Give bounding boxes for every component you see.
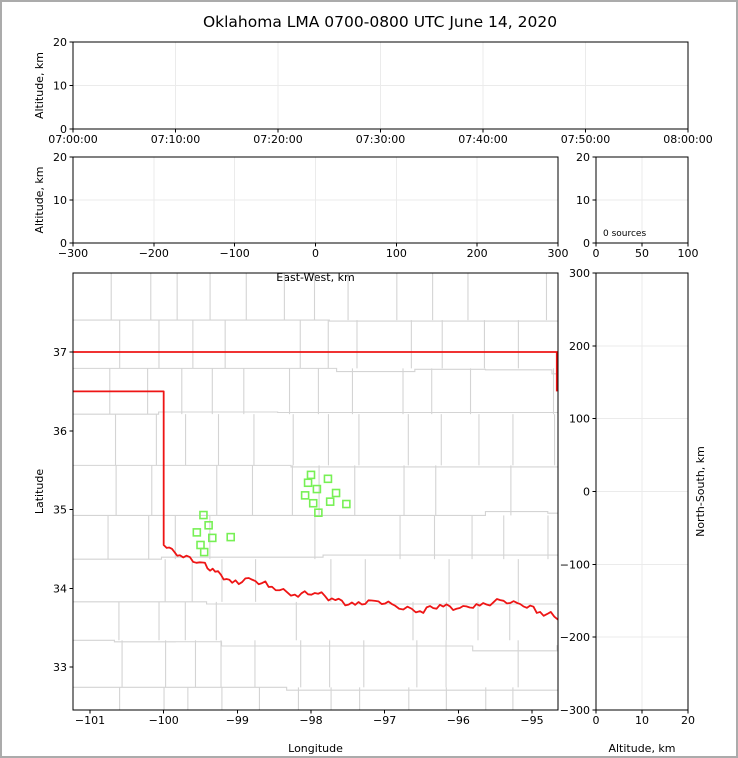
lma-source-marker (300, 491, 310, 500)
county-border-line (73, 410, 558, 415)
x-tick-label: −200 (139, 247, 169, 260)
panel-plan-view: −101 −100 −99 −98 −97 −96 −95 33 34 35 36 37 Longitu… (33, 272, 559, 755)
axes-spine (72, 272, 559, 711)
lma-source-marker (323, 474, 333, 484)
lma-source-marker (199, 547, 209, 557)
y-tick-label: 20 (576, 151, 590, 164)
x-tick-label: 07:00:00 (48, 133, 97, 146)
x-tick-label: 07:20:00 (253, 133, 302, 146)
lma-source-marker (207, 533, 217, 543)
panel-alt-histogram: 0 50 100 0 10 20 0 sources (576, 151, 699, 260)
x-tick-label: 07:10:00 (151, 133, 200, 146)
y-tick-label: −200 (560, 631, 590, 644)
panel-ns-vs-alt: 0 10 20 −300 −200 −100 0 100 200 300 Altitude, km N… (560, 267, 707, 755)
x-axis-label: East-West, km (276, 271, 354, 284)
county-border-line (73, 601, 558, 605)
x-tick-label: −96 (447, 714, 470, 727)
x-tick-label: 100 (386, 247, 407, 260)
lma-source-marker (331, 488, 341, 498)
lma-source-marker (312, 484, 322, 494)
x-tick-label: 10 (635, 714, 649, 727)
x-tick-label: 08:00:00 (663, 133, 712, 146)
x-tick-label: −97 (373, 714, 396, 727)
y-tick-label: 36 (53, 425, 67, 438)
y-tick-label: 0 (60, 123, 67, 136)
x-tick-label: 0 (593, 714, 600, 727)
y-tick-label: −100 (560, 558, 590, 571)
x-axis-label: Longitude (288, 742, 343, 755)
lma-source-marker (314, 508, 323, 517)
y-axis-label: North-South, km (694, 446, 707, 537)
y-axis-label: Altitude, km (33, 166, 46, 233)
lma-source-marker (303, 478, 313, 488)
y-tick-label: 100 (569, 413, 590, 426)
y-tick-label: 10 (576, 194, 590, 207)
x-tick-label: 0 (312, 247, 319, 260)
x-tick-label: 07:40:00 (458, 133, 507, 146)
lma-source-marker (306, 470, 316, 480)
panel-alt-vs-time: 07:00:00 07:10:00 07:20:00 07:30:00 07:40:00… (33, 36, 713, 146)
county-border-line (73, 367, 558, 375)
lma-source-marker (226, 532, 236, 542)
county-border-line (73, 319, 558, 322)
x-tick-label: −100 (149, 714, 179, 727)
lma-source-marker (199, 510, 208, 520)
y-tick-label: 37 (53, 346, 67, 359)
figure-title: Oklahoma LMA 0700-0800 UTC June 14, 2020 (202, 13, 558, 31)
x-axis-label: Altitude, km (608, 742, 675, 755)
lma-source-marker (204, 520, 213, 530)
x-tick-label: −95 (520, 714, 543, 727)
x-tick-label: 07:30:00 (356, 133, 405, 146)
state-border-red-river (73, 390, 558, 621)
x-tick-label: −300 (58, 247, 88, 260)
lma-source-marker (325, 497, 335, 506)
x-tick-label: −98 (299, 714, 322, 727)
lma-source-marker (342, 499, 351, 509)
map-layers (73, 273, 558, 710)
county-border-line (73, 686, 558, 691)
y-axis-label: Altitude, km (33, 52, 46, 119)
lma-source-marker (196, 540, 205, 550)
y-tick-label: 35 (53, 504, 67, 517)
county-border-line (73, 510, 558, 516)
y-tick-label: 10 (53, 194, 67, 207)
y-tick-label: 300 (569, 267, 590, 280)
x-tick-label: 20 (681, 714, 695, 727)
y-tick-label: 0 (60, 237, 67, 250)
x-tick-label: 200 (467, 247, 488, 260)
x-tick-label: −101 (75, 714, 105, 727)
county-border-line (73, 639, 558, 652)
y-tick-label: −300 (560, 704, 590, 717)
y-axis-label: Latitude (33, 469, 46, 515)
y-tick-label: 20 (53, 36, 67, 49)
x-tick-label: −99 (226, 714, 249, 727)
sources-count-annotation: 0 sources (603, 229, 646, 239)
lma-source-marker (192, 528, 202, 537)
x-tick-label: 50 (635, 247, 649, 260)
y-tick-label: 0 (583, 486, 590, 499)
y-tick-label: 0 (583, 237, 590, 250)
y-tick-label: 20 (53, 151, 67, 164)
lma-source-marker (308, 498, 318, 508)
y-tick-label: 34 (53, 582, 67, 595)
y-tick-label: 200 (569, 340, 590, 353)
y-tick-label: 33 (53, 661, 67, 674)
y-tick-label: 10 (53, 80, 67, 93)
x-tick-label: 0 (593, 247, 600, 260)
county-border-line (73, 554, 558, 560)
x-tick-label: 07:50:00 (561, 133, 610, 146)
x-tick-label: −100 (220, 247, 250, 260)
x-tick-label: 300 (548, 247, 569, 260)
x-tick-label: 100 (678, 247, 699, 260)
county-border-line (73, 461, 558, 468)
panel-alt-vs-east-west: −300 −200 −100 0 100 200 300 0 10 20 East-West, km… (33, 151, 569, 284)
